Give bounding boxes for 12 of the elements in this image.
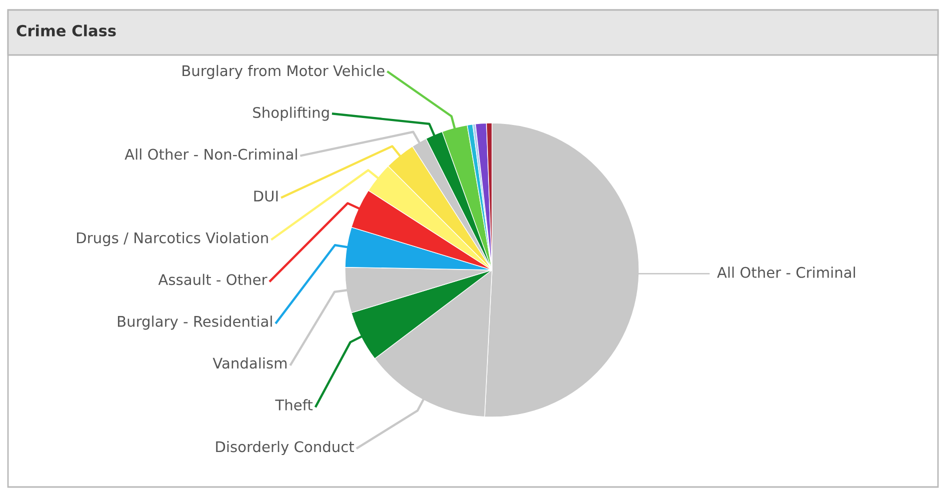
slice-label: Burglary - Residential	[118, 316, 272, 330]
slice-label: Theft	[275, 399, 313, 410]
slice-label: Burglary from Motor Vehicle	[182, 64, 384, 80]
slice-label: Disorderly Conduct	[216, 440, 354, 456]
slice-label: Vandalism	[212, 357, 287, 369]
slice-label: All Other - Criminal	[717, 266, 855, 278]
chart-title: Crime Class	[16, 24, 116, 36]
slice-label: Drugs / Narcotics Violation	[77, 232, 268, 246]
slice-label: DUI	[254, 190, 278, 202]
slice-label: Shoplifting	[253, 106, 329, 121]
slice-label: Assault - Other	[158, 274, 268, 286]
slice-label: All Other - Non-Criminal	[124, 148, 297, 160]
